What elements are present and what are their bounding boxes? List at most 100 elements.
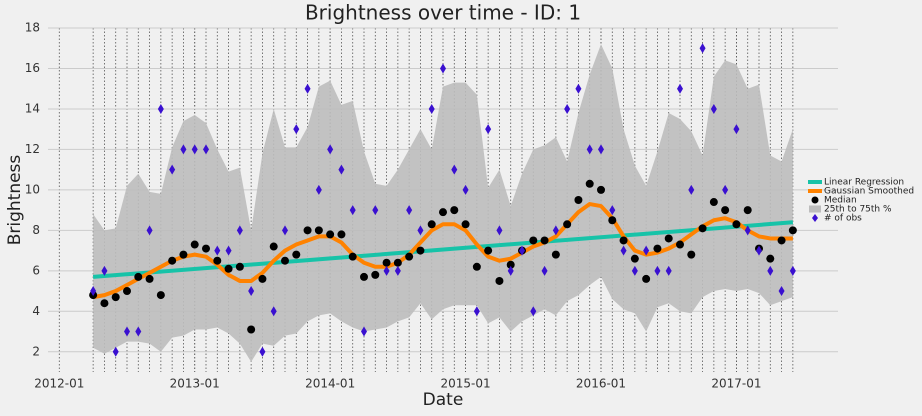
obs-marker (361, 326, 367, 337)
x-tick-label: 2017-01 (711, 377, 761, 391)
obs-marker (394, 265, 401, 276)
median-marker (145, 274, 154, 283)
x-axis-label: Date (423, 390, 464, 410)
median-marker (348, 252, 357, 261)
median-marker (224, 264, 233, 273)
median-marker (235, 262, 244, 271)
y-tick-label: 4 (32, 304, 40, 318)
obs-marker (349, 205, 356, 216)
median-marker (563, 220, 572, 229)
median-marker (529, 236, 538, 245)
median-marker (292, 250, 301, 259)
median-marker (484, 246, 493, 255)
y-tick-label: 14 (25, 101, 40, 115)
median-marker (247, 325, 256, 334)
median-marker (202, 244, 210, 253)
median-marker (721, 206, 730, 215)
obs-marker (789, 265, 796, 276)
y-tick-label: 16 (25, 61, 40, 75)
obs-marker (248, 286, 255, 297)
median-marker (642, 274, 651, 283)
median-marker (111, 293, 120, 302)
obs-marker (417, 225, 424, 236)
median-marker (743, 206, 752, 215)
median-marker (371, 270, 380, 279)
obs-marker (451, 164, 458, 175)
median-marker (258, 274, 267, 283)
obs-marker (677, 83, 683, 94)
obs-marker (135, 326, 142, 337)
median-marker (687, 250, 696, 259)
obs-marker (733, 124, 740, 135)
obs-marker (428, 103, 435, 114)
obs-marker (699, 43, 706, 54)
obs-marker (541, 265, 548, 276)
median-marker (585, 179, 594, 188)
median-marker (608, 216, 617, 225)
median-marker (314, 226, 323, 235)
median-marker (540, 236, 549, 245)
median-marker (168, 256, 177, 265)
obs-marker (327, 144, 334, 155)
obs-marker (90, 286, 97, 297)
legend-label: 25th to 75th % (824, 205, 892, 215)
legend-label: Linear Regression (824, 178, 904, 188)
x-tick-label: 2014-01 (305, 377, 355, 391)
obs-marker (259, 346, 266, 357)
obs-marker (519, 245, 525, 256)
median-marker (506, 260, 515, 269)
median-marker (472, 262, 481, 271)
median-marker (123, 287, 131, 296)
iqr-band (93, 44, 793, 362)
x-tick-label: 2012-01 (34, 377, 84, 391)
median-marker (664, 234, 673, 243)
median-marker (597, 185, 605, 194)
x-tick-label: 2013-01 (170, 377, 220, 391)
median-marker (134, 272, 143, 281)
legend-swatch (812, 214, 818, 222)
y-tick-label: 18 (25, 21, 40, 35)
obs-marker (552, 225, 559, 236)
median-marker (766, 254, 775, 263)
obs-marker (225, 245, 232, 256)
obs-marker (304, 83, 311, 94)
obs-marker (756, 245, 762, 256)
obs-marker (440, 63, 446, 74)
obs-marker (609, 205, 616, 216)
obs-marker (643, 245, 650, 256)
obs-marker (338, 164, 345, 175)
median-marker (405, 252, 414, 261)
obs-marker (124, 326, 130, 337)
obs-marker (282, 225, 288, 236)
obs-marker (744, 225, 751, 236)
y-axis-label: Brightness (5, 155, 25, 246)
chart-title: Brightness over time - ID: 1 (305, 1, 581, 25)
obs-marker (767, 265, 774, 276)
obs-marker (191, 144, 198, 155)
median-marker (698, 224, 707, 233)
median-marker (100, 299, 109, 308)
obs-marker (575, 83, 582, 94)
obs-marker (473, 306, 480, 317)
median-marker (326, 230, 335, 239)
obs-marker (157, 103, 164, 114)
median-marker (495, 276, 504, 285)
obs-marker (112, 346, 119, 357)
obs-marker (214, 245, 221, 256)
legend-swatch (808, 180, 822, 184)
median-marker (360, 272, 368, 281)
median-marker (269, 242, 278, 251)
obs-marker (485, 124, 492, 135)
obs-marker (372, 205, 379, 216)
median-marker (777, 236, 786, 245)
obs-marker (778, 286, 785, 297)
obs-marker (665, 265, 672, 276)
obs-marker (620, 245, 627, 256)
median-marker (450, 206, 459, 215)
median-marker (732, 220, 741, 229)
legend-label: Median (824, 196, 857, 206)
median-marker (156, 291, 165, 300)
obs-marker (270, 306, 277, 317)
obs-marker (710, 103, 717, 114)
